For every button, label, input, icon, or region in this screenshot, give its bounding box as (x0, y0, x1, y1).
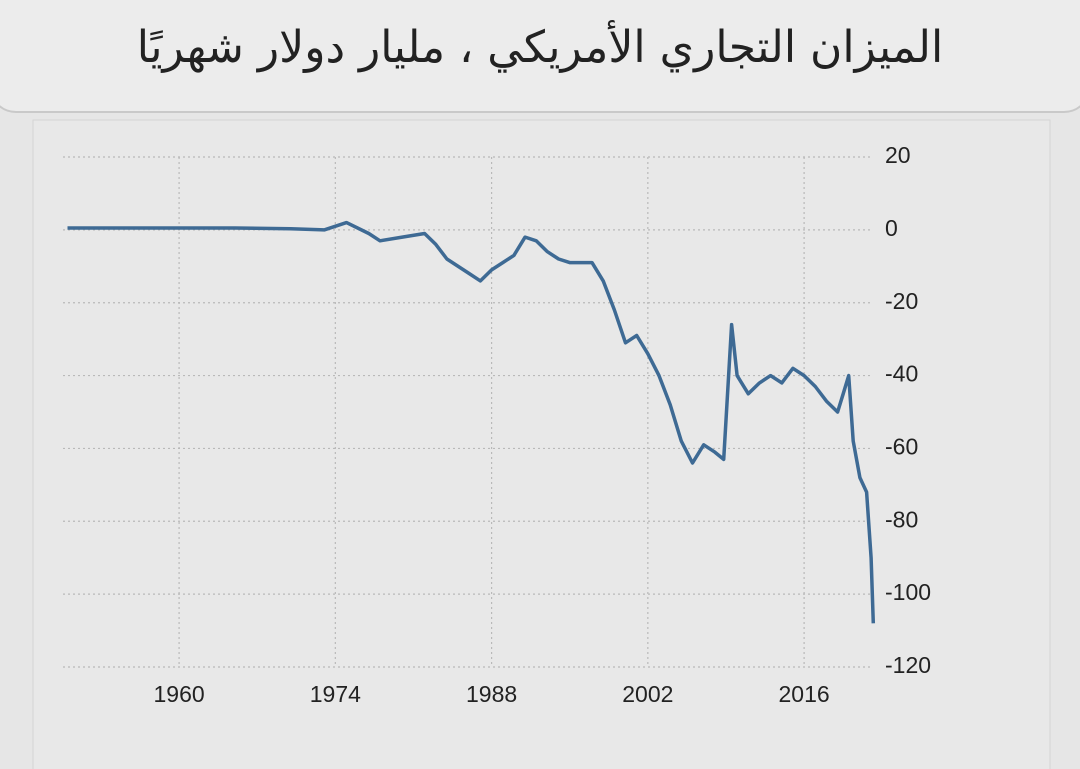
x-tick-label: 1960 (153, 681, 204, 707)
data-line (67, 220, 876, 624)
title-bar (0, 0, 1080, 113)
y-tick-label: -40 (885, 361, 918, 387)
x-tick-label: 1988 (466, 681, 517, 707)
y-tick-label: 20 (885, 142, 911, 168)
x-tick-label: 1974 (310, 681, 361, 707)
y-tick-label: 0 (885, 215, 898, 241)
y-tick-label: -100 (885, 579, 931, 605)
chart-title: الميزان التجاري الأمريكي ، مليار دولار ش… (137, 19, 943, 73)
y-tick-label: -120 (885, 652, 931, 678)
y-tick-label: -20 (885, 288, 918, 314)
x-tick-label: 2002 (622, 681, 673, 707)
x-tick-label: 2016 (779, 681, 830, 707)
y-tick-label: -60 (885, 434, 918, 460)
y-tick-label: -80 (885, 506, 918, 532)
